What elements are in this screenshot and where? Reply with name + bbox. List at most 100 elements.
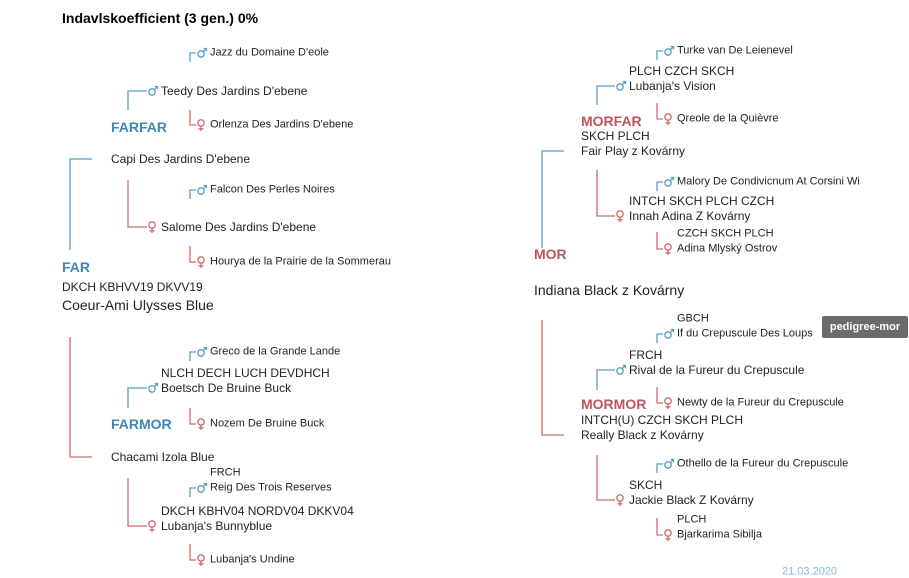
male-icon-arrow xyxy=(153,382,159,388)
female-icon-cross xyxy=(665,250,671,255)
dog-name: Adina Mlyský Ostrov xyxy=(677,242,778,255)
connector xyxy=(656,50,663,60)
dog-name: Nozem De Bruine Buck xyxy=(210,417,325,430)
female-icon xyxy=(616,210,624,218)
dam-label: MOR xyxy=(534,246,567,262)
female-icon xyxy=(664,243,672,251)
dog-name: Teedy Des Jardins D'ebene xyxy=(161,84,308,98)
dog-name: Salome Des Jardins D'ebene xyxy=(161,220,317,234)
male-icon xyxy=(616,367,624,375)
connector xyxy=(189,351,196,361)
female-icon xyxy=(664,113,672,121)
connector xyxy=(127,180,147,228)
male-icon-arrow xyxy=(621,364,627,370)
female-icon-cross xyxy=(617,217,623,222)
tooltip: pedigree-mor xyxy=(822,316,908,338)
dog-name: Malory De Condivicnum At Corsini Wi xyxy=(677,175,860,188)
female-icon xyxy=(148,520,156,528)
dog-name: Lubanja's Vision xyxy=(629,79,716,93)
sire-titles: DKCH KBHVV19 DKVV19 xyxy=(62,280,203,294)
male-icon xyxy=(148,88,156,96)
connector xyxy=(596,85,615,105)
generation-label: MORMOR xyxy=(581,396,647,412)
dog-titles: FRCH xyxy=(210,466,241,479)
male-icon-arrow xyxy=(202,47,208,53)
dog-name: Fair Play z Kovárny xyxy=(581,144,686,158)
male-icon-arrow xyxy=(669,458,675,464)
male-icon xyxy=(148,385,156,393)
dog-name: Falcon Des Perles Noires xyxy=(210,183,335,196)
sire-label: FAR xyxy=(62,259,90,275)
connector xyxy=(69,337,92,458)
dog-name: Chacami Izola Blue xyxy=(111,450,215,464)
male-icon-arrow xyxy=(621,80,627,86)
female-icon xyxy=(197,554,205,562)
connector xyxy=(189,110,196,126)
connector xyxy=(656,463,663,473)
male-icon-arrow xyxy=(202,346,208,352)
connector xyxy=(596,455,615,501)
connector xyxy=(656,103,663,120)
connector xyxy=(596,369,615,390)
male-icon xyxy=(664,179,672,187)
female-icon xyxy=(197,119,205,127)
female-icon-cross xyxy=(149,527,155,532)
dog-titles: GBCH xyxy=(677,312,709,325)
connector xyxy=(189,544,196,561)
dog-name: Hourya de la Prairie de la Sommerau xyxy=(210,255,391,268)
male-icon xyxy=(197,485,205,493)
dog-name: Jackie Black Z Kovárny xyxy=(629,493,754,507)
dog-titles: INTCH(U) CZCH SKCH PLCH xyxy=(581,413,743,427)
female-icon xyxy=(197,256,205,264)
dog-name: Lubanja's Undine xyxy=(210,553,295,566)
generation-label: FARMOR xyxy=(111,416,172,432)
dog-name: Rival de la Fureur du Crepuscule xyxy=(629,363,805,377)
dog-titles: SKCH xyxy=(629,478,663,492)
connector xyxy=(189,52,196,62)
dog-name: Capi Des Jardins D'ebene xyxy=(111,152,251,166)
dog-titles: FRCH xyxy=(629,348,663,362)
date: 21.03.2020 xyxy=(782,565,838,578)
male-icon xyxy=(197,349,205,357)
female-icon-cross xyxy=(198,126,204,131)
connector xyxy=(189,246,196,263)
male-icon xyxy=(664,48,672,56)
male-icon xyxy=(664,461,672,469)
female-icon xyxy=(616,494,624,502)
connector xyxy=(189,189,196,199)
connector xyxy=(127,90,147,110)
male-icon xyxy=(197,50,205,58)
connector xyxy=(541,150,564,248)
male-icon-arrow xyxy=(202,482,208,488)
connector xyxy=(656,232,663,250)
connector xyxy=(189,487,196,497)
dog-name: Orlenza Des Jardins D'ebene xyxy=(210,118,354,131)
dog-titles: NLCH DECH LUCH DEVDHCH xyxy=(161,366,330,380)
connector xyxy=(541,320,564,436)
sire-name: Coeur-Ami Ulysses Blue xyxy=(62,297,214,313)
female-icon xyxy=(148,221,156,229)
dam-name: Indiana Black z Kovárny xyxy=(534,282,685,298)
dog-titles: CZCH SKCH PLCH xyxy=(677,227,774,240)
female-icon-cross xyxy=(198,425,204,430)
inbreeding-title: Indavlskoefficient (3 gen.) 0% xyxy=(62,10,259,26)
female-icon-cross xyxy=(149,228,155,233)
dog-name: Turke van De Leienevel xyxy=(677,44,793,57)
dog-name: Innah Adina Z Kovárny xyxy=(629,209,751,223)
generation-label: MORFAR xyxy=(581,113,642,129)
dog-name: Jazz du Domaine D'eole xyxy=(210,46,329,59)
female-icon-cross xyxy=(617,501,623,506)
male-icon-arrow xyxy=(202,184,208,190)
dog-titles: PLCH CZCH SKCH xyxy=(629,64,735,78)
dog-titles: PLCH xyxy=(677,513,707,526)
dog-name: Othello de la Fureur du Crepuscule xyxy=(677,457,849,470)
connector xyxy=(127,387,147,408)
dog-titles: SKCH PLCH xyxy=(581,129,650,143)
connector xyxy=(189,408,196,425)
dog-titles: INTCH SKCH PLCH CZCH xyxy=(629,194,775,208)
male-icon xyxy=(616,83,624,91)
female-icon-cross xyxy=(198,263,204,268)
dog-name: Boetsch De Bruine Buck xyxy=(161,381,292,395)
